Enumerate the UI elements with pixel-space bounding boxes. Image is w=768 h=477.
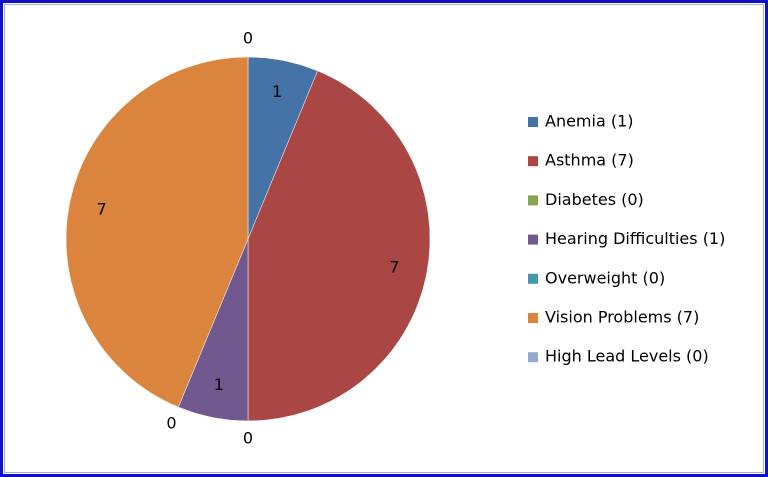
data-label: 1 — [214, 375, 224, 394]
data-label: 7 — [389, 258, 399, 277]
legend-label: Asthma (7) — [545, 151, 634, 170]
legend-label: Overweight (0) — [545, 268, 665, 287]
legend-swatch — [528, 352, 538, 363]
inner-frame — [4, 4, 764, 473]
pie-slice — [247, 70, 431, 422]
pie-slice — [65, 56, 249, 408]
legend-label: High Lead Levels (0) — [545, 347, 709, 366]
data-label: 1 — [272, 82, 282, 101]
legend-label: Vision Problems (7) — [545, 308, 699, 327]
data-label: 0 — [243, 29, 253, 48]
legend-label: Hearing Difficulties (1) — [545, 229, 725, 248]
data-label: 0 — [243, 429, 253, 448]
legend-swatch — [528, 156, 538, 167]
legend-label: Anemia (1) — [545, 112, 634, 131]
legend-swatch — [528, 313, 538, 323]
legend-swatch — [528, 195, 538, 206]
legend-swatch — [528, 117, 538, 127]
legend-swatch — [528, 234, 538, 245]
data-label: 0 — [166, 413, 176, 432]
legend-label: Diabetes (0) — [545, 190, 644, 209]
data-label: 7 — [97, 199, 107, 218]
legend-swatch — [528, 273, 538, 284]
